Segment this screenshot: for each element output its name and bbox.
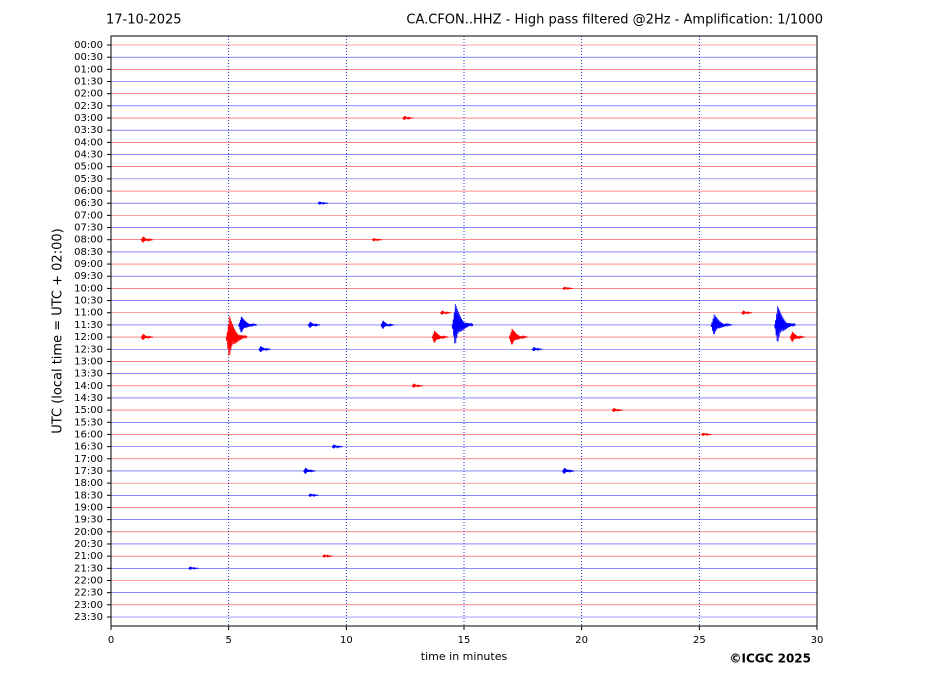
seismic-event: [308, 493, 319, 498]
seismic-event: [611, 407, 623, 413]
seismic-event: [402, 115, 414, 121]
seismic-event: [701, 432, 712, 437]
seismic-event: [225, 315, 248, 356]
seismic-event: [322, 554, 333, 559]
row-label: 07:00: [74, 210, 103, 221]
row-label: 00:00: [74, 40, 103, 51]
row-label: 10:30: [74, 296, 103, 307]
row-label: 23:00: [74, 600, 103, 611]
row-label: 15:30: [74, 417, 103, 428]
x-tick-label: 30: [811, 635, 824, 646]
seismic-event: [440, 310, 451, 315]
row-label: 02:30: [74, 101, 103, 112]
seismic-event: [238, 316, 258, 333]
row-label: 03:00: [74, 113, 103, 124]
row-label: 09:00: [74, 259, 103, 270]
row-label: 08:00: [74, 235, 103, 246]
x-tick-label: 20: [575, 635, 588, 646]
x-tick-label: 0: [108, 635, 114, 646]
row-label: 23:30: [74, 612, 103, 623]
row-label: 06:00: [74, 186, 103, 197]
seismic-event: [789, 331, 805, 342]
seismic-event: [508, 328, 528, 345]
seismic-event: [307, 321, 321, 328]
row-label: 10:00: [74, 283, 103, 294]
seismic-event: [140, 236, 154, 243]
plot-frame: [110, 35, 818, 627]
row-label: 16:00: [74, 429, 103, 440]
seismic-event: [188, 566, 199, 570]
row-label: 20:30: [74, 539, 103, 550]
row-label: 15:00: [74, 405, 103, 416]
chart-title: CA.CFON..HHZ - High pass filtered @2Hz -…: [406, 13, 823, 28]
row-label: 12:00: [74, 332, 103, 343]
row-label: 09:30: [74, 271, 103, 282]
seismic-event: [140, 333, 154, 340]
seismic-event: [303, 467, 316, 474]
row-label: 02:00: [74, 89, 103, 100]
row-label: 21:30: [74, 563, 103, 574]
row-label: 18:30: [74, 490, 103, 501]
x-tick-label: 25: [693, 635, 706, 646]
seismic-event: [741, 310, 753, 315]
seismic-event: [562, 467, 575, 474]
row-label: 16:30: [74, 442, 103, 453]
row-label: 07:30: [74, 223, 103, 234]
row-label: 12:30: [74, 344, 103, 355]
row-label: 05:00: [74, 162, 103, 173]
row-label: 13:30: [74, 369, 103, 380]
row-label: 14:30: [74, 393, 103, 404]
row-label: 22:30: [74, 588, 103, 599]
row-label: 03:30: [74, 125, 103, 136]
seismic-event: [774, 305, 796, 342]
row-label: 13:00: [74, 356, 103, 367]
seismic-event: [431, 330, 449, 343]
row-label: 18:00: [74, 478, 103, 489]
row-label: 01:30: [74, 77, 103, 88]
y-axis-label: UTC (local time = UTC + 02:00): [51, 228, 66, 433]
x-tick-label: 10: [340, 635, 353, 646]
row-label: 11:30: [74, 320, 103, 331]
row-label: 06:30: [74, 198, 103, 209]
row-label: 00:30: [74, 52, 103, 63]
row-label: 19:30: [74, 515, 103, 526]
row-label: 20:00: [74, 527, 103, 538]
row-label: 22:00: [74, 575, 103, 586]
x-tick-label: 5: [225, 635, 231, 646]
seismic-event: [331, 444, 343, 449]
seismic-event: [710, 314, 733, 335]
seismic-event: [372, 237, 383, 242]
seismic-event: [258, 346, 271, 353]
seismic-event: [451, 303, 474, 344]
row-label: 11:00: [74, 308, 103, 319]
row-label: 04:30: [74, 150, 103, 161]
row-label: 04:00: [74, 137, 103, 148]
credit: ©ICGC 2025: [729, 652, 811, 666]
row-label: 08:30: [74, 247, 103, 258]
seismic-event: [411, 383, 423, 388]
row-label: 17:30: [74, 466, 103, 477]
row-label: 05:30: [74, 174, 103, 185]
row-label: 14:00: [74, 381, 103, 392]
seismic-event: [317, 201, 329, 206]
x-tick-label: 15: [458, 635, 471, 646]
seismic-event: [561, 286, 573, 291]
seismic-event: [380, 320, 395, 329]
x-axis-label: time in minutes: [421, 650, 508, 663]
date: 17-10-2025: [106, 13, 182, 28]
seismic-event: [531, 347, 543, 352]
row-label: 19:00: [74, 502, 103, 513]
row-label: 01:00: [74, 64, 103, 75]
row-label: 17:00: [74, 454, 103, 465]
row-label: 21:00: [74, 551, 103, 562]
